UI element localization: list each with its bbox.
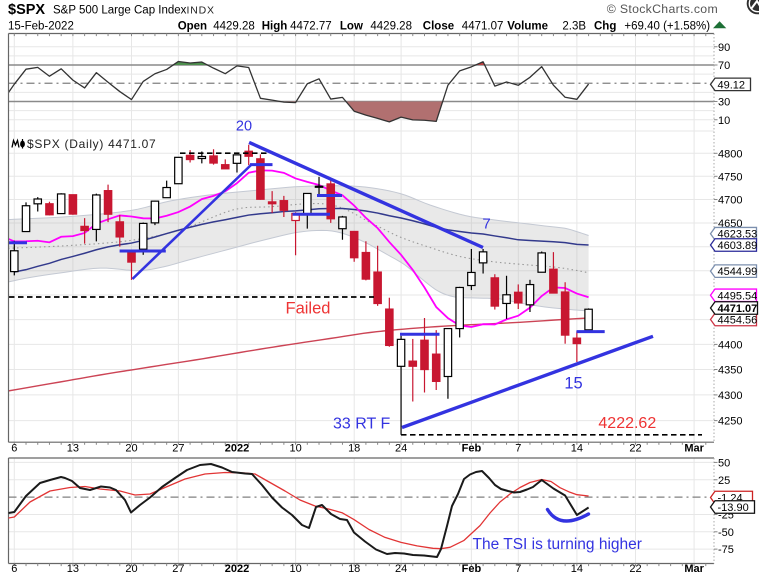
svg-text:49.12: 49.12 <box>718 79 746 91</box>
svg-text:20: 20 <box>125 442 137 454</box>
svg-text:20: 20 <box>125 563 137 575</box>
svg-text:Mar: Mar <box>684 563 704 575</box>
svg-text:4429.28: 4429.28 <box>213 21 255 33</box>
svg-text:Feb: Feb <box>462 442 482 454</box>
svg-text:7: 7 <box>515 442 521 454</box>
svg-text:24: 24 <box>395 563 407 575</box>
svg-text:Low: Low <box>340 21 363 33</box>
svg-text:Volume: Volume <box>507 21 548 33</box>
svg-text:2022: 2022 <box>225 442 249 454</box>
svg-text:-13.90: -13.90 <box>718 502 749 514</box>
svg-text:Mar: Mar <box>684 442 704 454</box>
svg-text:+69.40 (+1.58%): +69.40 (+1.58%) <box>624 21 710 33</box>
svg-text:4471.07: 4471.07 <box>718 303 758 315</box>
svg-text:18: 18 <box>348 563 360 575</box>
svg-text:2022: 2022 <box>225 563 249 575</box>
svg-text:24: 24 <box>395 442 407 454</box>
svg-text:15-Feb-2022: 15-Feb-2022 <box>8 21 74 33</box>
svg-text:4603.89: 4603.89 <box>718 240 758 252</box>
svg-text:13: 13 <box>67 442 79 454</box>
svg-text:4750: 4750 <box>718 171 742 183</box>
svg-text:High: High <box>262 21 288 33</box>
svg-text:4429.28: 4429.28 <box>370 21 412 33</box>
svg-text:27: 27 <box>172 442 184 454</box>
svg-text:33 RT F: 33 RT F <box>333 416 390 433</box>
svg-text:INDX: INDX <box>187 5 215 17</box>
svg-text:4454.56: 4454.56 <box>718 315 758 327</box>
svg-text:6: 6 <box>11 442 17 454</box>
svg-text:14: 14 <box>571 563 583 575</box>
svg-text:13: 13 <box>67 563 79 575</box>
svg-text:4623.53: 4623.53 <box>718 229 758 241</box>
svg-text:4800: 4800 <box>718 148 742 160</box>
svg-text:Open: Open <box>178 21 207 33</box>
svg-text:Chg: Chg <box>594 21 616 33</box>
svg-text:4222.62: 4222.62 <box>598 415 656 432</box>
svg-text:Close: Close <box>423 21 454 33</box>
svg-text:4400: 4400 <box>718 339 742 351</box>
svg-text:© StockCharts.com: © StockCharts.com <box>607 2 718 16</box>
svg-text:-75: -75 <box>718 544 734 556</box>
svg-text:4300: 4300 <box>718 390 742 402</box>
svg-text:30: 30 <box>718 97 730 109</box>
svg-text:20: 20 <box>236 118 252 134</box>
svg-text:7: 7 <box>482 216 490 233</box>
svg-text:-50: -50 <box>718 527 734 539</box>
svg-text:S&P 500 Large Cap Index: S&P 500 Large Cap Index <box>53 5 187 17</box>
svg-text:2.3B: 2.3B <box>562 21 586 33</box>
svg-text:4472.77: 4472.77 <box>290 21 332 33</box>
svg-text:4250: 4250 <box>718 416 742 428</box>
svg-text:4471.07: 4471.07 <box>462 21 504 33</box>
svg-text:4544.99: 4544.99 <box>718 266 758 278</box>
svg-text:27: 27 <box>172 563 184 575</box>
svg-text:4700: 4700 <box>718 195 742 207</box>
svg-text:The TSI is turning higher: The TSI is turning higher <box>473 536 642 553</box>
svg-text:25: 25 <box>718 475 730 487</box>
svg-text:50: 50 <box>718 457 730 469</box>
svg-text:10: 10 <box>289 442 301 454</box>
svg-text:15: 15 <box>564 375 582 393</box>
svg-text:$SPX: $SPX <box>8 2 45 18</box>
svg-text:10: 10 <box>289 563 301 575</box>
svg-text:22: 22 <box>629 442 641 454</box>
svg-text:90: 90 <box>718 42 730 54</box>
svg-text:14: 14 <box>571 442 583 454</box>
svg-text:7: 7 <box>515 563 521 575</box>
svg-text:18: 18 <box>348 442 360 454</box>
svg-text:$SPX (Daily) 4471.07: $SPX (Daily) 4471.07 <box>27 137 156 151</box>
svg-text:Failed: Failed <box>286 300 331 318</box>
svg-text:22: 22 <box>629 563 641 575</box>
svg-text:70: 70 <box>718 60 730 72</box>
svg-text:4350: 4350 <box>718 365 742 377</box>
svg-text:6: 6 <box>11 563 17 575</box>
svg-text:4495.54: 4495.54 <box>718 290 758 302</box>
svg-text:Feb: Feb <box>462 563 482 575</box>
svg-text:10: 10 <box>718 115 730 127</box>
